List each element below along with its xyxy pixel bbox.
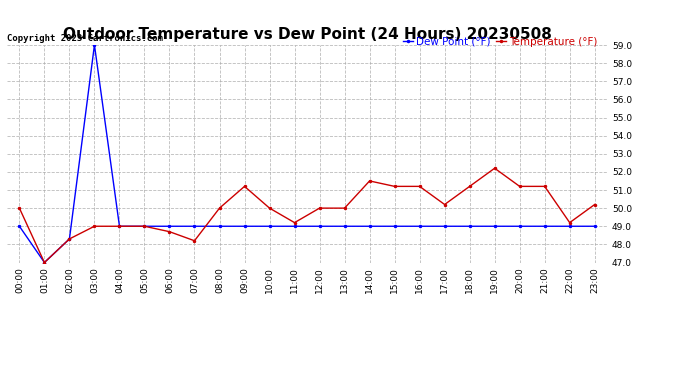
Dew Point (°F) [440, 224, 449, 228]
Dew Point (°F) [140, 224, 148, 228]
Line: Temperature (°F): Temperature (°F) [17, 166, 597, 265]
Dew Point (°F) [340, 224, 348, 228]
Temperature (°F) [240, 184, 248, 189]
Dew Point (°F) [266, 224, 274, 228]
Temperature (°F) [140, 224, 148, 228]
Dew Point (°F) [566, 224, 574, 228]
Temperature (°F) [566, 220, 574, 225]
Temperature (°F) [440, 202, 449, 207]
Dew Point (°F) [190, 224, 199, 228]
Dew Point (°F) [415, 224, 424, 228]
Dew Point (°F) [40, 260, 48, 265]
Temperature (°F) [540, 184, 549, 189]
Dew Point (°F) [240, 224, 248, 228]
Dew Point (°F) [115, 224, 124, 228]
Temperature (°F) [166, 230, 174, 234]
Dew Point (°F) [391, 224, 399, 228]
Temperature (°F) [340, 206, 348, 210]
Temperature (°F) [266, 206, 274, 210]
Dew Point (°F) [466, 224, 474, 228]
Temperature (°F) [66, 237, 74, 241]
Temperature (°F) [391, 184, 399, 189]
Dew Point (°F) [515, 224, 524, 228]
Temperature (°F) [215, 206, 224, 210]
Dew Point (°F) [591, 224, 599, 228]
Dew Point (°F) [66, 237, 74, 241]
Temperature (°F) [415, 184, 424, 189]
Dew Point (°F) [215, 224, 224, 228]
Temperature (°F) [366, 179, 374, 183]
Dew Point (°F) [90, 43, 99, 47]
Temperature (°F) [315, 206, 324, 210]
Temperature (°F) [40, 260, 48, 265]
Temperature (°F) [115, 224, 124, 228]
Temperature (°F) [591, 202, 599, 207]
Dew Point (°F) [491, 224, 499, 228]
Temperature (°F) [515, 184, 524, 189]
Dew Point (°F) [290, 224, 299, 228]
Dew Point (°F) [366, 224, 374, 228]
Dew Point (°F) [315, 224, 324, 228]
Temperature (°F) [190, 238, 199, 243]
Temperature (°F) [466, 184, 474, 189]
Title: Outdoor Temperature vs Dew Point (24 Hours) 20230508: Outdoor Temperature vs Dew Point (24 Hou… [63, 27, 551, 42]
Dew Point (°F) [540, 224, 549, 228]
Dew Point (°F) [166, 224, 174, 228]
Dew Point (°F) [15, 224, 23, 228]
Text: Copyright 2023 Cartronics.com: Copyright 2023 Cartronics.com [7, 34, 163, 43]
Temperature (°F) [15, 206, 23, 210]
Line: Dew Point (°F): Dew Point (°F) [17, 43, 597, 265]
Temperature (°F) [290, 220, 299, 225]
Temperature (°F) [491, 166, 499, 171]
Temperature (°F) [90, 224, 99, 228]
Legend: Dew Point (°F), Temperature (°F): Dew Point (°F), Temperature (°F) [399, 33, 602, 51]
